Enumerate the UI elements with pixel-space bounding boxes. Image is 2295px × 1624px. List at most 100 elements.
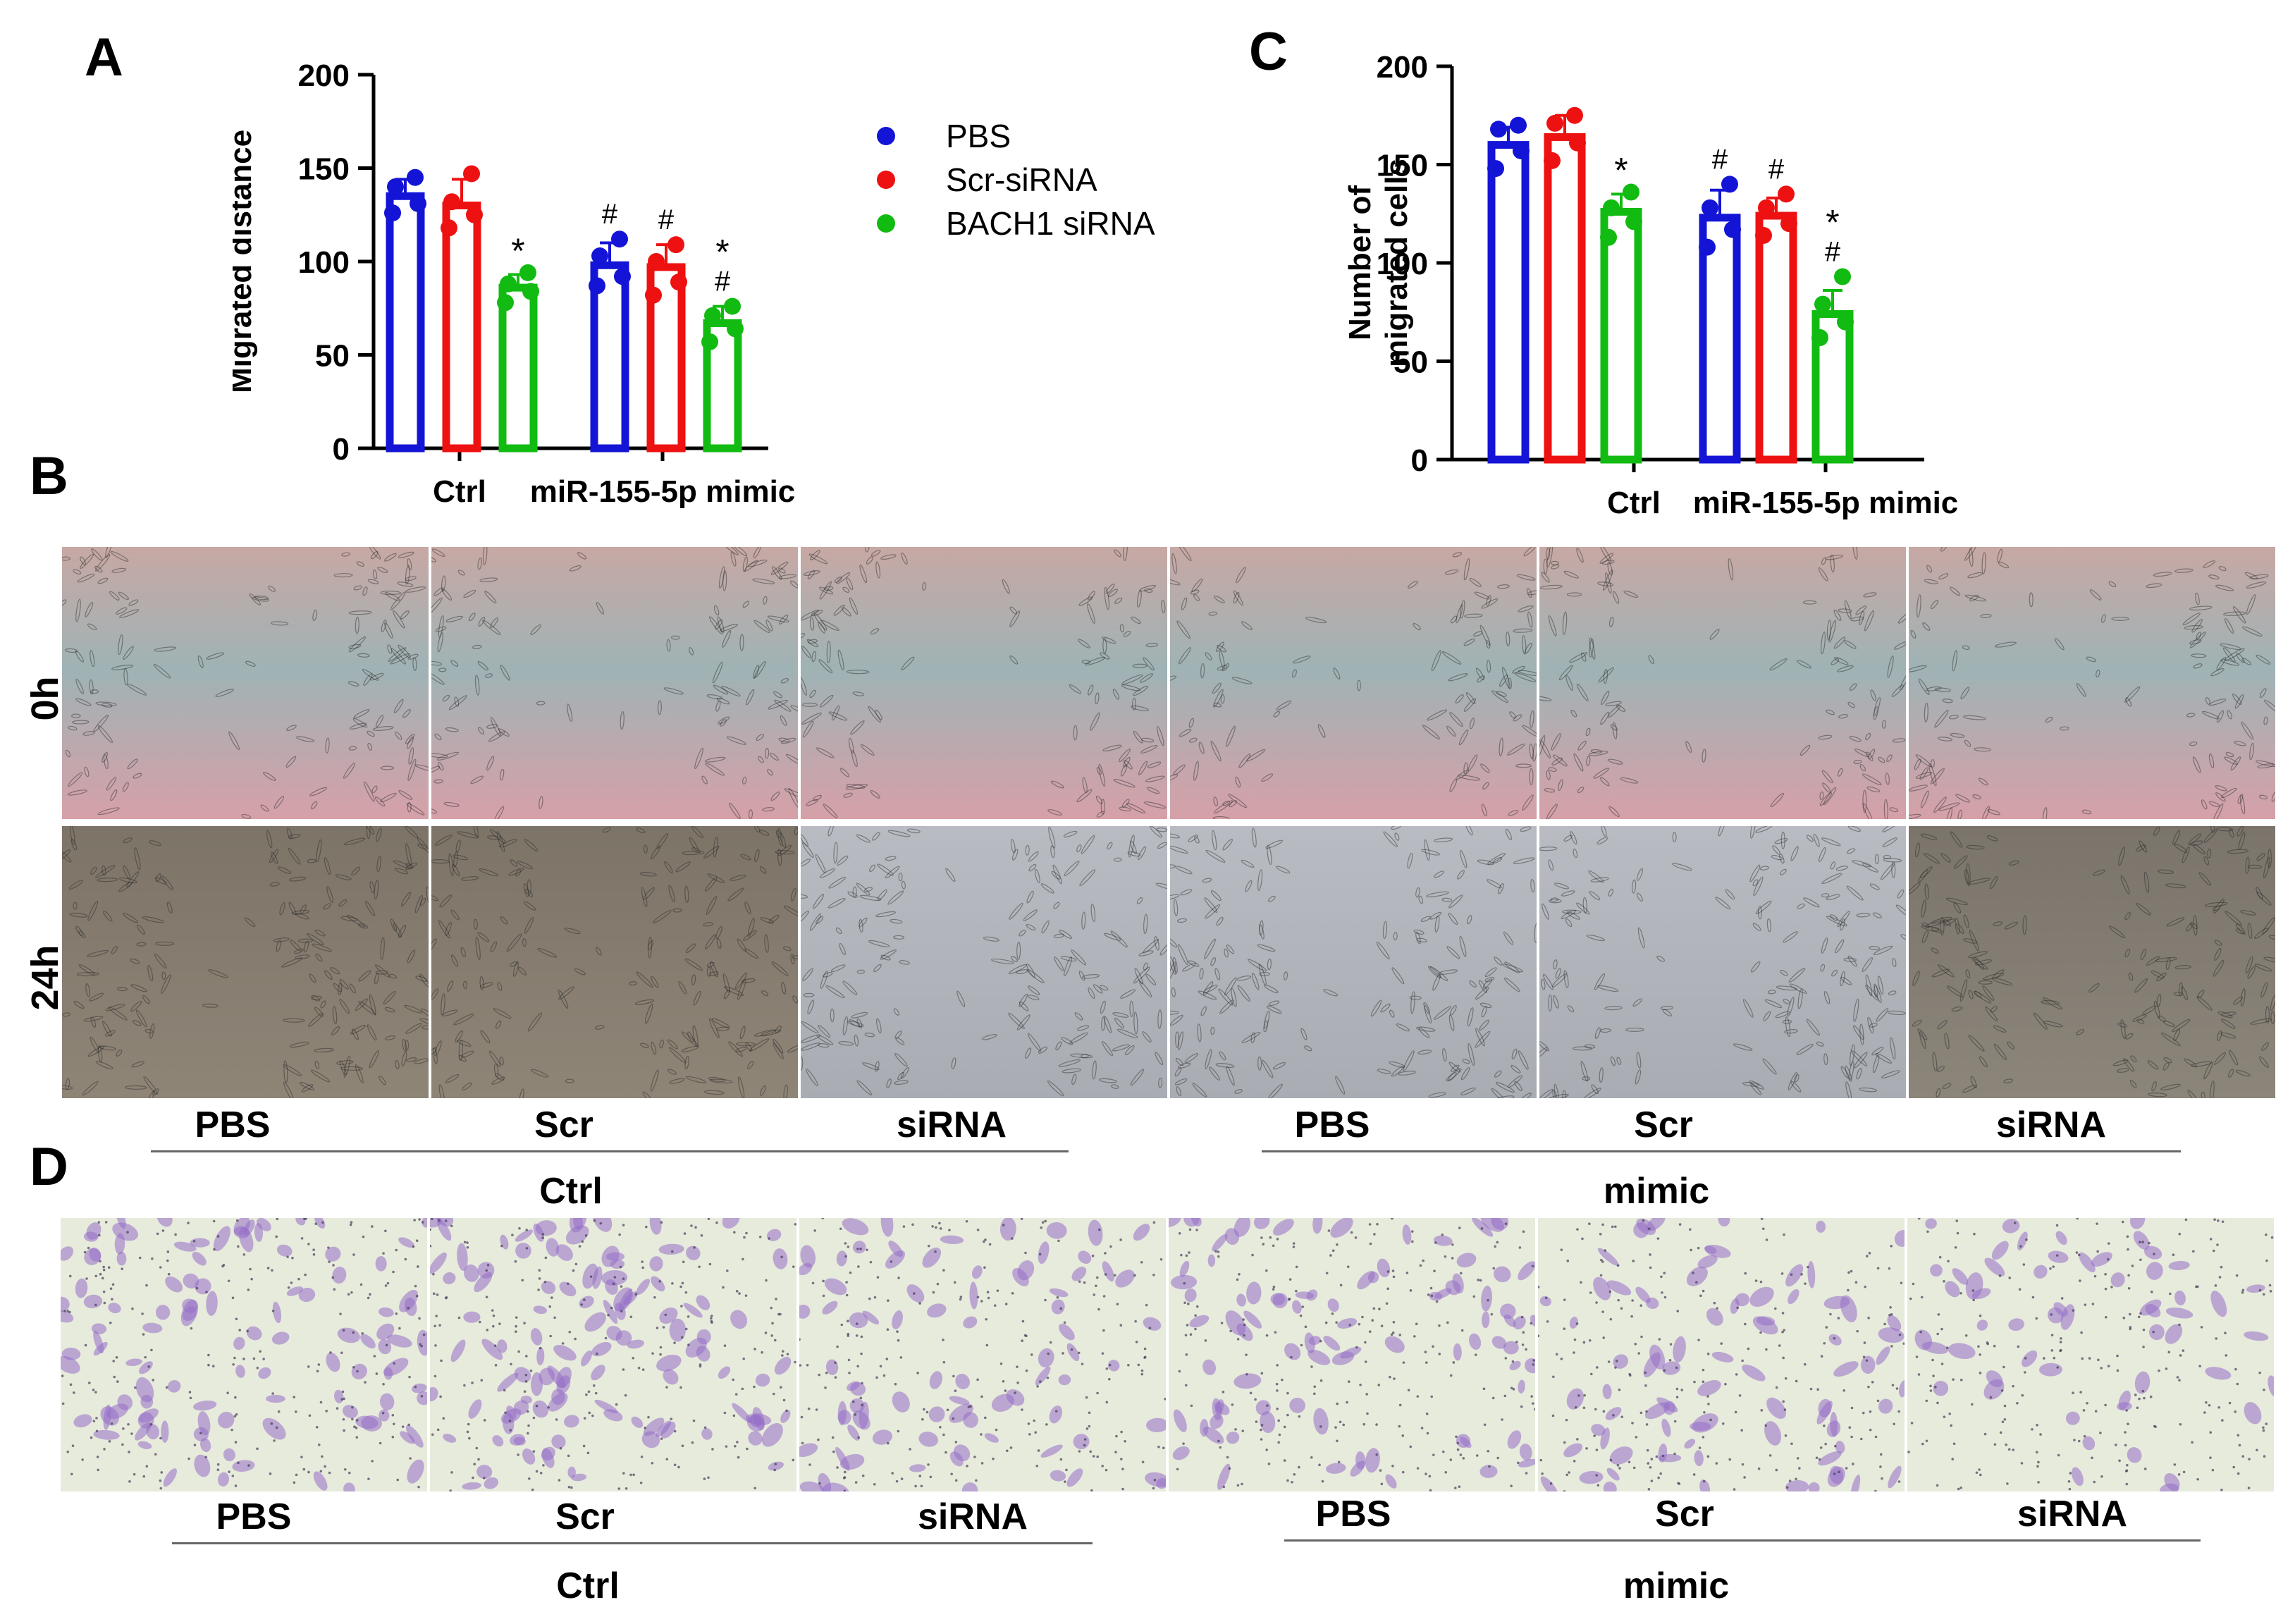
cell-mark [1137, 846, 1147, 861]
pore [1490, 1312, 1494, 1316]
cell-mark [1849, 683, 1857, 691]
cell-mark [1577, 740, 1587, 751]
pore [147, 1365, 150, 1368]
cell-mark [1874, 854, 1879, 865]
pore [1347, 1380, 1350, 1383]
pore [409, 1457, 412, 1460]
pore [693, 1246, 696, 1249]
stained-cell [1644, 1402, 1670, 1420]
cell-mark [820, 971, 828, 989]
pore [1407, 1389, 1410, 1392]
pore [2072, 1309, 2075, 1312]
pore [622, 1472, 625, 1475]
pore [909, 1448, 911, 1451]
pore [2075, 1251, 2079, 1254]
cell-mark [1685, 741, 1692, 753]
cell-mark [62, 1085, 73, 1090]
pore [1568, 1471, 1570, 1474]
stained-cell [1984, 1257, 2005, 1277]
cell-mark [2139, 840, 2148, 853]
cell-mark [783, 946, 792, 952]
pore [1818, 1458, 1821, 1461]
cell-mark [1102, 744, 1122, 751]
cell-mark [206, 652, 224, 660]
cell-mark [906, 828, 921, 834]
cell-mark [1026, 890, 1034, 904]
cell-mark [1946, 807, 1953, 819]
cell-mark [2216, 827, 2234, 832]
pore [485, 1296, 488, 1298]
pore [641, 1260, 644, 1263]
pore [308, 1414, 312, 1417]
cell-mark [298, 938, 314, 943]
cell-mark [769, 752, 779, 761]
pore [1364, 1341, 1367, 1344]
cell-mark [885, 866, 900, 879]
cell-mark [710, 961, 718, 978]
cell-mark [692, 1025, 699, 1047]
cell-mark [723, 989, 730, 999]
cell-mark [2225, 751, 2234, 758]
pore [988, 1243, 992, 1246]
cell-mark [244, 917, 256, 928]
cell-mark [84, 766, 90, 777]
cell-mark [2227, 710, 2232, 720]
panel-label-c: C [1249, 22, 1288, 82]
cell-mark [106, 777, 117, 791]
cell-mark [2241, 658, 2252, 665]
stained-cell [2033, 1265, 2048, 1279]
cell-mark [525, 888, 534, 897]
pore [2235, 1274, 2239, 1277]
cell-mark [1539, 1040, 1550, 1052]
stained-cell [564, 1415, 579, 1428]
pore [2247, 1487, 2251, 1489]
pore [1874, 1435, 1878, 1439]
pore [1563, 1490, 1566, 1491]
cell-mark [1608, 806, 1620, 818]
cell-mark [1759, 866, 1769, 871]
cell-mark [1602, 570, 1613, 591]
pore [1238, 1273, 1241, 1276]
pore [794, 1223, 796, 1226]
cell-mark [818, 1043, 830, 1048]
cell-mark [1214, 968, 1221, 980]
cell-mark [880, 949, 897, 960]
pore [1628, 1372, 1631, 1376]
stained-cell [137, 1441, 152, 1449]
pore [1185, 1254, 1188, 1257]
pore [1378, 1308, 1381, 1310]
cell-mark [718, 566, 725, 589]
stained-cell [1480, 1218, 1505, 1232]
cell-mark [1262, 1059, 1274, 1078]
cell-mark [1119, 624, 1124, 633]
cell-mark [1610, 724, 1618, 731]
cell-mark [1596, 837, 1608, 845]
cell-mark [1940, 916, 1945, 936]
pore [1459, 1272, 1463, 1275]
pore [1444, 1470, 1448, 1474]
pore [1936, 1484, 1939, 1487]
cell-mark [1504, 961, 1520, 973]
cell-mark [1170, 956, 1176, 975]
pore [1845, 1467, 1848, 1470]
cell-mark [2042, 807, 2048, 819]
cell-mark [1016, 1014, 1030, 1031]
pore [1678, 1223, 1682, 1226]
pore [1565, 1473, 1568, 1477]
pore [1890, 1313, 1893, 1316]
cell-mark [1591, 1084, 1599, 1095]
cell-mark [775, 850, 795, 855]
cell-mark [1155, 882, 1167, 890]
cell-mark [845, 784, 868, 790]
cell-mark [1509, 711, 1517, 719]
cell-mark [1463, 638, 1475, 646]
cell-mark [380, 765, 395, 770]
cell-mark [405, 826, 419, 839]
cell-mark [78, 930, 86, 938]
stained-cell [2268, 1375, 2274, 1398]
pore [275, 1426, 278, 1429]
cell-mark [1865, 984, 1879, 1001]
pore [529, 1369, 533, 1372]
cell-mark [1973, 956, 1985, 970]
pore [415, 1295, 419, 1298]
